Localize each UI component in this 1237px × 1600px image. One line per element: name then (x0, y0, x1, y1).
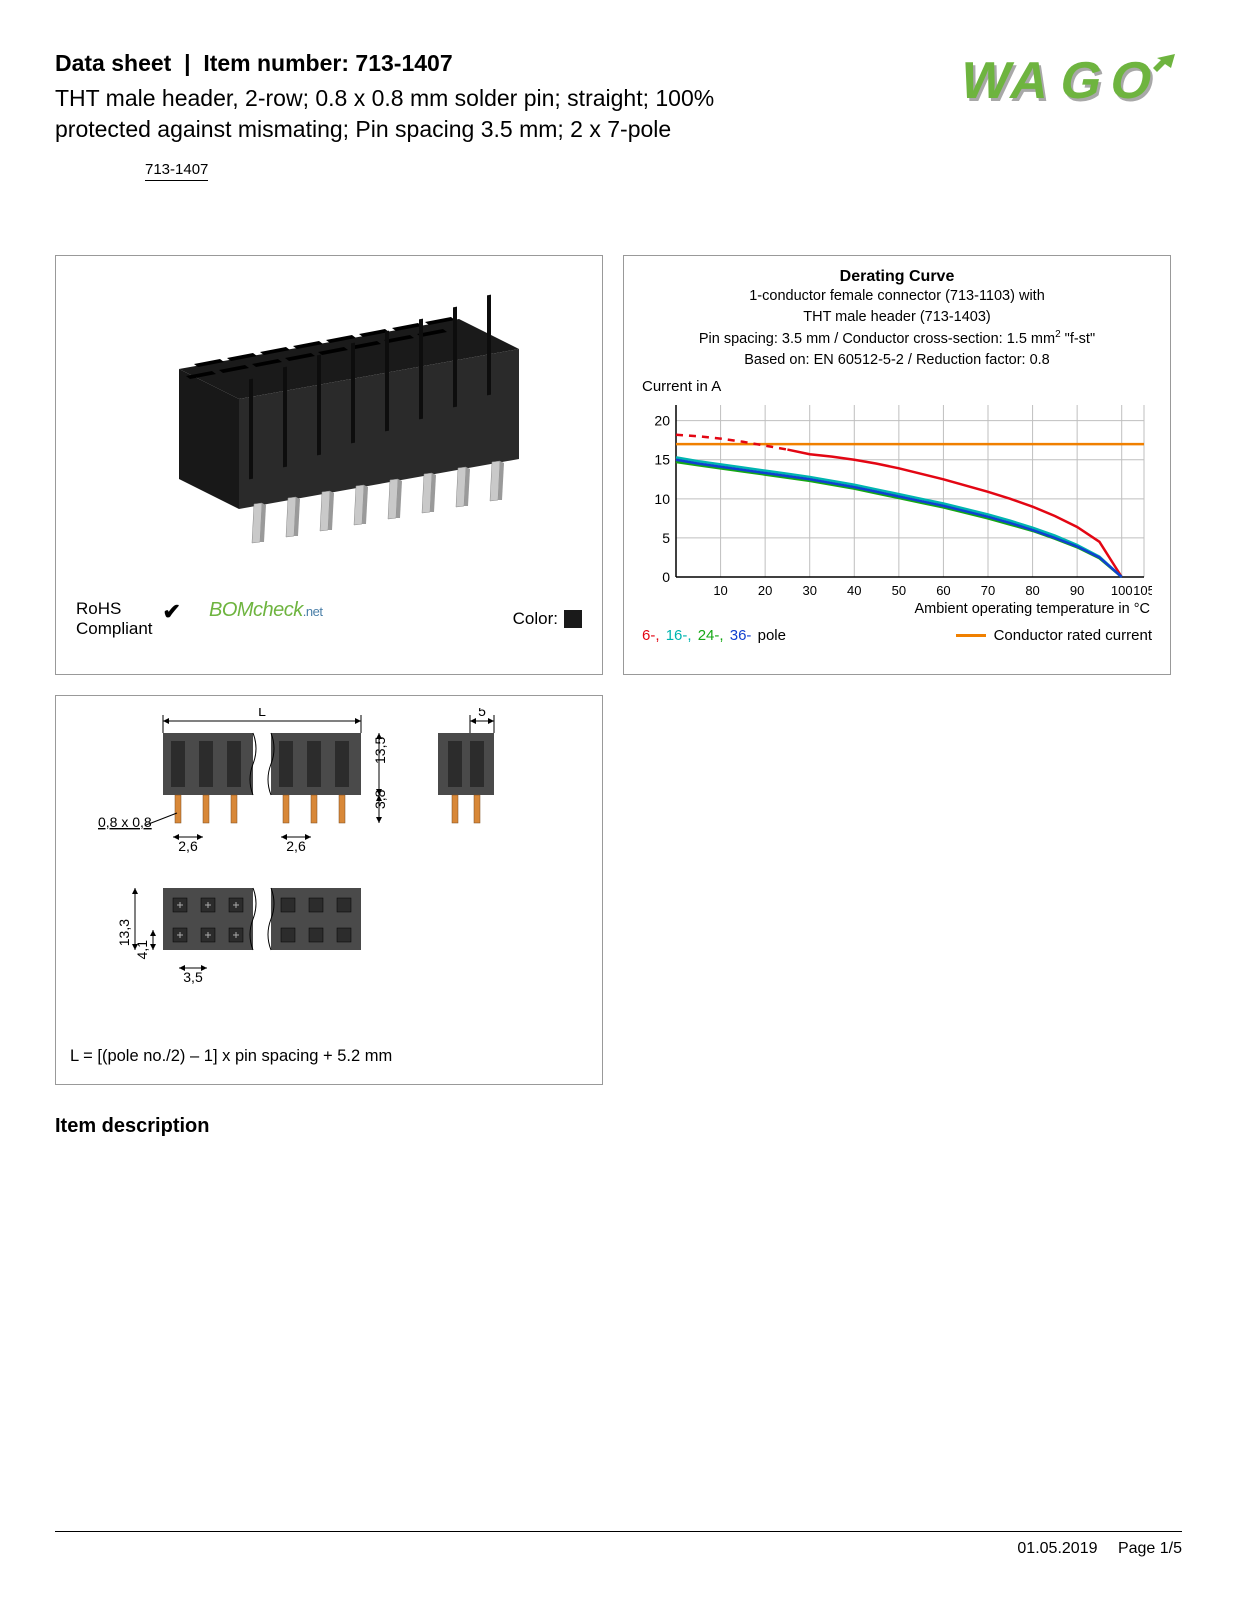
title-line: Data sheet | Item number: 713-1407 (55, 50, 952, 77)
svg-text:0,8 x 0,8: 0,8 x 0,8 (98, 814, 152, 830)
legend-36pole: 36- (730, 627, 752, 644)
svg-text:15: 15 (654, 452, 670, 468)
svg-text:5: 5 (478, 708, 486, 719)
chart-sub-4: Based on: EN 60512-5-2 / Reduction facto… (638, 351, 1156, 371)
svg-text:10: 10 (713, 583, 727, 598)
svg-text:20: 20 (758, 583, 772, 598)
legend-rated: Conductor rated current (956, 627, 1152, 644)
logo: WWAAGGOO (952, 50, 1182, 117)
section-heading: Item description (55, 1115, 1182, 1138)
chart-legend: 6-, 16-, 24-, 36- pole Conductor rated c… (638, 627, 1156, 644)
subtitle: THT male header, 2-row; 0.8 x 0.8 mm sol… (55, 83, 805, 145)
svg-text:3,8: 3,8 (372, 789, 388, 809)
chart-sub-2: THT male header (713-1403) (638, 308, 1156, 328)
svg-text:2,6: 2,6 (286, 838, 306, 854)
chart-sub-3: Pin spacing: 3.5 mm / Conductor cross-se… (638, 328, 1156, 349)
header: Data sheet | Item number: 713-1407 THT m… (55, 50, 1182, 181)
color-indicator: Color: (513, 609, 582, 629)
svg-text:10: 10 (654, 491, 670, 507)
svg-text:2,6: 2,6 (178, 838, 198, 854)
svg-text:20: 20 (654, 413, 670, 429)
color-swatch (564, 610, 582, 628)
derating-chart-panel: Derating Curve 1-conductor female connec… (623, 255, 1171, 675)
svg-text:0: 0 (662, 569, 670, 585)
item-number-link[interactable]: 713-1407 (145, 161, 208, 181)
svg-text:L: L (258, 708, 266, 719)
svg-text:105: 105 (1133, 583, 1152, 598)
color-label: Color: (513, 609, 558, 629)
derating-chart: 5 10 15 20 10 20 30 40 50 60 70 80 90 100105 0 (642, 399, 1152, 599)
technical-drawing-panel: L 13,5 3,8 0,8 x 0,8 2,6 2,6 5 13,34,1 3,5 L = [… (55, 695, 603, 1085)
svg-text:5: 5 (662, 530, 670, 546)
svg-text:4,1: 4,1 (134, 940, 150, 960)
chart-ylabel: Current in A (642, 378, 1156, 395)
legend-6pole: 6-, (642, 627, 660, 644)
chart-title: Derating Curve (638, 268, 1156, 286)
footer-date: 01.05.2019 (1017, 1540, 1097, 1557)
drawing-formula: L = [(pole no./2) – 1] x pin spacing + 5… (70, 1047, 392, 1066)
checkmark-icon: ✔ (163, 599, 181, 625)
compliant-label: Compliant (76, 619, 153, 639)
chart-sub-1: 1-conductor female connector (713-1103) … (638, 287, 1156, 307)
rohs-compliant: RoHS Compliant ✔ BOMcheck.net (76, 599, 322, 640)
svg-text:40: 40 (847, 583, 861, 598)
bomcheck-logo: BOMcheck.net (209, 599, 323, 622)
footer-page: Page 1/5 (1118, 1540, 1182, 1557)
legend-24pole: 24-, (698, 627, 724, 644)
svg-text:50: 50 (892, 583, 906, 598)
technical-drawing: L 13,5 3,8 0,8 x 0,8 2,6 2,6 5 13,34,1 3,5 (68, 708, 588, 1018)
legend-pole-suffix: pole (758, 627, 786, 644)
rohs-label: RoHS (76, 599, 153, 619)
datasheet-label: Data sheet (55, 50, 171, 76)
product-image-panel: RoHS Compliant ✔ BOMcheck.net Color: (55, 255, 603, 675)
product-image (66, 266, 592, 591)
svg-text:100: 100 (1111, 583, 1133, 598)
svg-text:13,3: 13,3 (116, 919, 132, 946)
item-number: 713-1407 (355, 50, 452, 76)
svg-text:90: 90 (1070, 583, 1084, 598)
item-label: Item number: (203, 50, 349, 76)
legend-16pole: 16-, (666, 627, 692, 644)
footer: 01.05.2019 Page 1/5 (55, 1531, 1182, 1558)
svg-text:13,5: 13,5 (372, 737, 388, 764)
chart-xlabel: Ambient operating temperature in °C (638, 601, 1150, 617)
svg-text:3,5: 3,5 (183, 969, 203, 985)
svg-text:80: 80 (1025, 583, 1039, 598)
svg-text:60: 60 (936, 583, 950, 598)
svg-text:70: 70 (981, 583, 995, 598)
svg-text:30: 30 (802, 583, 816, 598)
